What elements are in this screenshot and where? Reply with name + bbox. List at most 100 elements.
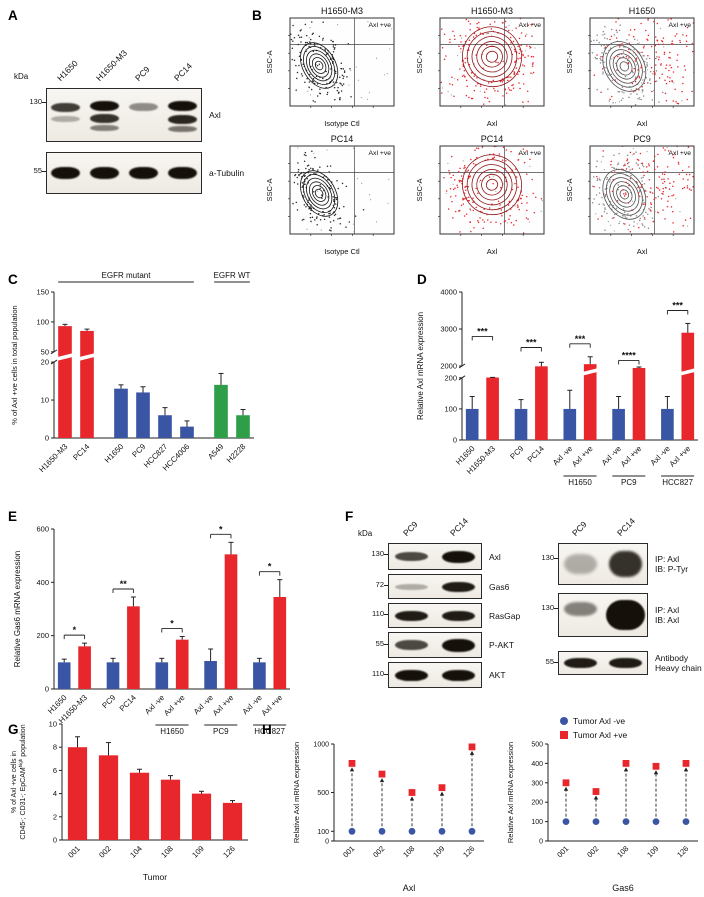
flow-plot-svg: H1650-M3 SSC-A Isotype Ctl Axl +ve: [265, 6, 395, 128]
protein-band: [90, 101, 119, 111]
protein-band: [441, 550, 476, 563]
legend-label-positive: Tumor Axl +ve: [573, 730, 628, 740]
band-label: Axl: [209, 110, 221, 120]
protein-band: [564, 602, 597, 616]
svg-text:100: 100: [531, 819, 543, 826]
panel-e-label: E: [8, 509, 18, 524]
svg-text:1000: 1000: [313, 742, 329, 749]
svg-text:SSC-A: SSC-A: [415, 51, 424, 74]
legend-label-negative: Tumor Axl -ve: [573, 716, 626, 726]
svg-text:A549: A549: [206, 442, 225, 461]
protein-band: [51, 167, 80, 179]
chart-tumor-axl-cells: 0 2 4 6 8 10 % of Axl +ve cells in CD45-; CD31-…: [8, 712, 260, 897]
scatter-axl: 0 100 500 1000 Relative Axl mRNA expression 0…: [290, 738, 490, 897]
panel-c: C 0 10 20 50 100 150 % of Axl +ve cells in tot…: [8, 262, 260, 502]
svg-text:Relative Axl mRNA expression: Relative Axl mRNA expression: [292, 742, 301, 843]
svg-text:*: *: [219, 524, 223, 534]
svg-text:4: 4: [53, 789, 57, 798]
svg-text:H1650: H1650: [103, 442, 126, 465]
protein-band: [90, 113, 119, 123]
kda-marker: 130: [541, 603, 554, 613]
svg-text:50: 50: [41, 347, 49, 356]
svg-text:***: ***: [477, 326, 488, 336]
svg-text:H1650-M3: H1650-M3: [321, 6, 363, 16]
svg-text:3000: 3000: [440, 325, 457, 334]
svg-text:0: 0: [325, 839, 329, 846]
protein-band: [168, 167, 197, 179]
svg-text:600: 600: [36, 525, 49, 534]
band-label: Axl: [489, 551, 501, 562]
protein-band: [441, 610, 476, 621]
svg-text:Relative Axl mRNA expression: Relative Axl mRNA expression: [416, 312, 425, 420]
panel-d: D 0 100 200 2000 3000 4000 Relative Axl mRNA e…: [412, 262, 704, 502]
lane-label: PC9: [569, 519, 589, 538]
kda-marker: 130: [29, 97, 42, 107]
protein-band: [609, 658, 642, 668]
svg-text:10: 10: [41, 396, 49, 405]
chart-axl-mrna: 0 100 200 2000 3000 4000 Relative Axl mRNA exp…: [412, 262, 704, 507]
svg-text:100: 100: [36, 317, 49, 326]
svg-text:400: 400: [531, 761, 543, 768]
svg-text:Axl: Axl: [637, 247, 648, 256]
svg-text:PC9: PC9: [100, 693, 117, 710]
kda-label: kDa: [14, 72, 29, 81]
legend-item-axl-negative: Tumor Axl -ve: [560, 714, 627, 728]
flow-cytometry-grid: H1650-M3 SSC-A Isotype Ctl Axl +ve H1650-M3 S…: [252, 2, 704, 258]
kda-marker: 130: [371, 548, 384, 558]
protein-band: [564, 658, 597, 668]
protein-band: [129, 167, 158, 179]
panel-a: A kDa H1650 H1650-M3 PC9 PC14 130 Axl 55 a-Tubul…: [8, 2, 248, 258]
svg-text:Tumor: Tumor: [143, 872, 167, 882]
legend-item-axl-positive: Tumor Axl +ve: [560, 728, 627, 742]
svg-text:109: 109: [431, 844, 446, 859]
svg-text:HCC827: HCC827: [662, 478, 693, 487]
svg-text:6: 6: [53, 766, 57, 775]
svg-text:Axl +ve: Axl +ve: [570, 444, 595, 469]
svg-text:0: 0: [453, 436, 457, 445]
chart-tumor-axl-cells-svg: 0 2 4 6 8 10 % of Axl +ve cells in CD45-; CD31-…: [11, 720, 248, 882]
svg-text:200: 200: [444, 373, 457, 382]
svg-text:Axl +ve: Axl +ve: [669, 22, 692, 29]
svg-text:Axl: Axl: [403, 883, 416, 893]
svg-text:Gas6: Gas6: [612, 883, 634, 893]
svg-text:EGFR mutant: EGFR mutant: [102, 271, 152, 280]
marker-tick: [384, 585, 388, 587]
panel-b-label: B: [252, 8, 262, 23]
protein-band: [441, 581, 476, 592]
marker-tick: [42, 102, 46, 104]
svg-text:HCC827: HCC827: [254, 727, 285, 736]
western-blot-pc9-pc14: kDa PC9 PC14 130 Axl 72 Gas6 110 RasGap 55 P-AKT 11…: [300, 503, 704, 753]
svg-text:0: 0: [45, 685, 49, 694]
band-label: Heavy chain: [655, 663, 702, 673]
legend-tumor-axl: Tumor Axl -ve Tumor Axl +ve: [560, 714, 627, 742]
scatter-gas6: 0 100 200 300 400 500 Relative Axl mRNA expres…: [504, 738, 704, 897]
svg-text:*: *: [268, 562, 272, 572]
protein-band: [394, 610, 429, 621]
svg-text:PC14: PC14: [118, 693, 139, 714]
svg-text:200: 200: [531, 800, 543, 807]
protein-band: [564, 554, 597, 574]
chart-axl-mrna-svg: 0 100 200 2000 3000 4000 Relative Axl mRNA exp…: [416, 288, 698, 487]
chart-axl-positive-cells-svg: 0 10 20 50 100 150 % of Axl +ve cells in total…: [10, 271, 254, 474]
band-label: a-Tubulin: [209, 168, 245, 178]
protein-band: [609, 551, 642, 577]
kda-marker: 110: [372, 668, 384, 678]
flow-plot-svg: PC14 SSC-A Isotype Ctl Axl +ve: [265, 134, 395, 256]
protein-band: [168, 101, 197, 111]
svg-text:0: 0: [45, 434, 49, 443]
protein-band: [394, 552, 429, 561]
svg-text:***: ***: [575, 334, 586, 344]
svg-text:Axl: Axl: [637, 119, 648, 128]
marker-tick: [384, 614, 388, 616]
flow-plot-svg: PC14 SSC-A Axl Axl +ve: [415, 134, 545, 256]
svg-text:PC9: PC9: [508, 444, 525, 461]
band-label: IB: Axl: [655, 615, 680, 625]
svg-text:8: 8: [53, 743, 57, 752]
western-blot-axl-tubulin: kDa H1650 H1650-M3 PC9 PC14 130 Axl 55 a-Tubulin: [8, 2, 248, 258]
flow-plot-h1650-m3-0: H1650-M3 SSC-A Isotype Ctl Axl +ve: [262, 4, 404, 129]
svg-text:2: 2: [53, 812, 57, 821]
lane-label: PC14: [614, 515, 637, 538]
svg-text:108: 108: [159, 844, 175, 860]
svg-text:150: 150: [36, 288, 49, 297]
square-marker-icon: [560, 731, 568, 739]
